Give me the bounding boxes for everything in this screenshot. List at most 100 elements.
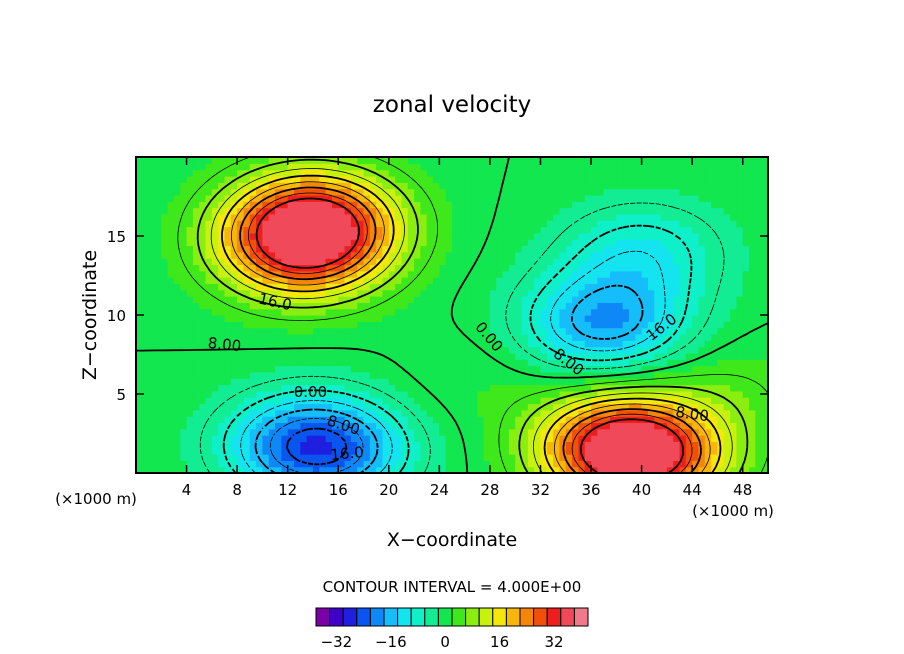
field-cell <box>173 188 181 196</box>
field-cell <box>268 296 276 303</box>
field-cell <box>230 378 238 386</box>
field-cell <box>572 378 579 386</box>
field-cell <box>331 245 339 253</box>
field-cell <box>199 188 207 196</box>
field-cell <box>154 333 162 341</box>
field-cell <box>521 327 529 335</box>
field-cell <box>597 428 605 436</box>
field-cell <box>312 182 320 190</box>
field-cell <box>249 232 257 240</box>
field-cell <box>527 454 535 461</box>
field-cell <box>464 213 472 221</box>
field-cell <box>761 239 768 247</box>
field-cell <box>154 175 162 183</box>
field-cell <box>407 157 415 164</box>
field-cell <box>407 296 415 303</box>
field-cell <box>312 232 320 240</box>
field-cell <box>376 371 384 379</box>
field-cell <box>730 403 737 411</box>
field-cell <box>755 232 763 240</box>
field-cell <box>192 409 200 417</box>
field-cell <box>584 220 592 228</box>
field-cell <box>666 327 674 335</box>
field-cell <box>711 194 719 202</box>
field-cell <box>749 264 756 272</box>
field-cell <box>414 283 421 291</box>
field-cell <box>464 441 472 449</box>
field-cell <box>559 201 567 209</box>
field-cell <box>666 239 674 247</box>
field-cell <box>205 365 213 373</box>
field-cell <box>673 321 681 329</box>
field-cell <box>230 277 238 284</box>
field-cell <box>654 416 662 424</box>
field-cell <box>527 435 535 442</box>
field-cell <box>199 226 207 234</box>
field-cell <box>186 289 194 297</box>
field-cell <box>603 232 611 240</box>
field-cell <box>679 182 687 190</box>
field-cell <box>205 340 213 348</box>
field-cell <box>610 213 617 221</box>
field-cell <box>666 251 674 259</box>
field-cell <box>749 365 756 373</box>
field-cell <box>610 194 617 202</box>
field-cell <box>331 188 339 196</box>
field-cell <box>331 447 339 455</box>
field-cell <box>192 315 200 322</box>
field-cell <box>312 308 320 316</box>
field-cell <box>268 384 276 392</box>
field-cell <box>660 163 668 171</box>
field-cell <box>211 403 219 411</box>
field-cell <box>628 466 636 473</box>
field-cell <box>395 182 403 190</box>
field-cell <box>275 201 282 209</box>
field-cell <box>477 397 485 405</box>
field-cell <box>534 422 542 430</box>
field-cell <box>717 454 725 461</box>
field-cell <box>167 182 175 190</box>
field-cell <box>515 302 523 310</box>
field-cell <box>673 441 681 449</box>
field-cell <box>350 359 358 367</box>
field-cell <box>350 466 358 473</box>
field-cell <box>749 270 756 278</box>
field-cell <box>647 251 655 259</box>
field-cell <box>572 232 579 240</box>
field-cell <box>673 435 681 442</box>
field-cell <box>515 460 523 468</box>
field-cell <box>679 403 687 411</box>
field-cell <box>755 428 763 436</box>
field-cell <box>294 194 301 202</box>
field-cell <box>445 466 453 473</box>
field-cell <box>584 239 592 247</box>
field-cell <box>180 371 188 379</box>
field-cell <box>306 258 314 266</box>
field-cell <box>610 308 617 316</box>
field-cell <box>401 182 409 190</box>
field-cell <box>553 435 561 442</box>
field-cell <box>256 346 263 354</box>
field-cell <box>515 321 523 329</box>
field-cell <box>420 296 428 303</box>
field-cell <box>452 283 459 291</box>
field-cell <box>161 264 169 272</box>
field-cell <box>470 296 478 303</box>
field-cell <box>470 213 478 221</box>
field-cell <box>344 239 352 247</box>
field-cell <box>237 460 245 468</box>
field-cell <box>407 169 415 177</box>
field-cell <box>312 390 320 398</box>
field-cell <box>464 384 472 392</box>
field-cell <box>458 289 466 297</box>
field-cell <box>312 352 320 360</box>
field-cell <box>180 466 188 473</box>
field-cell <box>230 441 238 449</box>
field-cell <box>224 321 232 329</box>
field-cell <box>249 428 257 436</box>
field-cell <box>685 245 693 253</box>
field-cell <box>559 194 567 202</box>
field-cell <box>559 188 567 196</box>
field-cell <box>685 201 693 209</box>
field-cell <box>161 251 169 259</box>
